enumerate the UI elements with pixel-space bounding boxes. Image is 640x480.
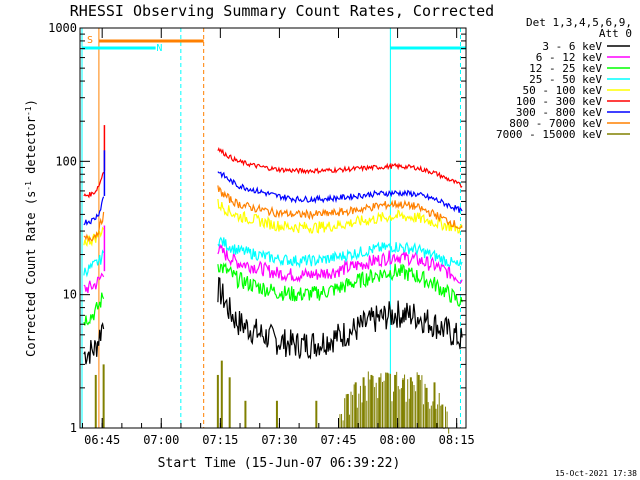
series-line <box>217 185 463 229</box>
x-tick-label: 08:00 <box>380 433 416 447</box>
series-line <box>83 249 105 278</box>
series-line <box>83 322 105 365</box>
y-tick-label: 1000 <box>48 21 77 35</box>
series-3-to-6keV <box>83 276 463 365</box>
series-line <box>217 171 463 213</box>
plot-area: SN <box>81 28 466 434</box>
series-line <box>83 196 105 226</box>
x-tick-label: 07:30 <box>261 433 297 447</box>
series-25-to-50keV <box>83 236 463 278</box>
series-line <box>217 146 463 189</box>
svg-text:Corrected Count Rate (s-1 dete: Corrected Count Rate (s-1 detector-1) <box>24 99 39 357</box>
legend-label: 800 - 7000 keV <box>509 117 602 130</box>
legend-header-line-2: Att 0 <box>599 27 632 40</box>
x-tick-label: 06:45 <box>84 433 120 447</box>
legend-label: 100 - 300 keV <box>516 95 602 108</box>
flag-label-n: N <box>156 43 162 54</box>
plot-frame <box>79 27 467 429</box>
legend-label: 3 - 6 keV <box>542 40 602 53</box>
legend-label: 7000 - 15000 keV <box>496 128 602 141</box>
series-7000-to-15000keV <box>94 360 450 434</box>
legend-label: 300 - 800 keV <box>516 106 602 119</box>
series-line <box>83 211 105 243</box>
series-100-to-300keV <box>83 125 463 199</box>
chart-title: RHESSI Observing Summary Count Rates, Co… <box>70 2 494 20</box>
y-axis-label: Corrected Count Rate (s-1 detector-1) <box>24 99 39 357</box>
y-tick-label: 100 <box>55 154 77 168</box>
x-tick-label: 07:15 <box>202 433 238 447</box>
series-line <box>83 226 105 247</box>
series-line <box>217 262 463 308</box>
series-12-to-25keV <box>83 262 463 326</box>
series-line <box>83 272 105 294</box>
axes: 06:45 07:00 07:15 07:30 07:45 08:00 08:15 1 10 10… <box>48 21 475 447</box>
series-line <box>217 198 463 234</box>
series-800-to-7000keV <box>83 185 463 243</box>
series-line <box>83 171 105 199</box>
legend-label: 25 - 50 keV <box>529 73 602 86</box>
x-tick-label: 07:00 <box>143 433 179 447</box>
x-tick-label: 07:45 <box>320 433 356 447</box>
series-50-to-100keV <box>83 198 463 247</box>
x-axis-label: Start Time (15-Jun-07 06:39:22) <box>158 456 401 471</box>
x-tick-label: 08:15 <box>439 433 475 447</box>
series-line <box>83 292 105 326</box>
series-6-to-12keV <box>83 225 463 294</box>
y-tick-label: 10 <box>63 288 77 302</box>
flag-label-s: S <box>87 35 93 46</box>
legend-label: 12 - 25 keV <box>529 62 602 75</box>
series-line <box>217 236 463 269</box>
y-tick-label: 1 <box>70 421 77 435</box>
footer-date: 15-Oct-2021 17:38 <box>555 469 637 478</box>
legend-label: 50 - 100 keV <box>523 84 603 97</box>
series-line <box>217 244 463 284</box>
series-300-to-800keV <box>83 150 463 226</box>
legend-label: 6 - 12 keV <box>536 51 603 64</box>
legend-header-line-1: Det 1,3,4,5,6,9, <box>526 16 632 29</box>
series-line <box>217 276 463 360</box>
